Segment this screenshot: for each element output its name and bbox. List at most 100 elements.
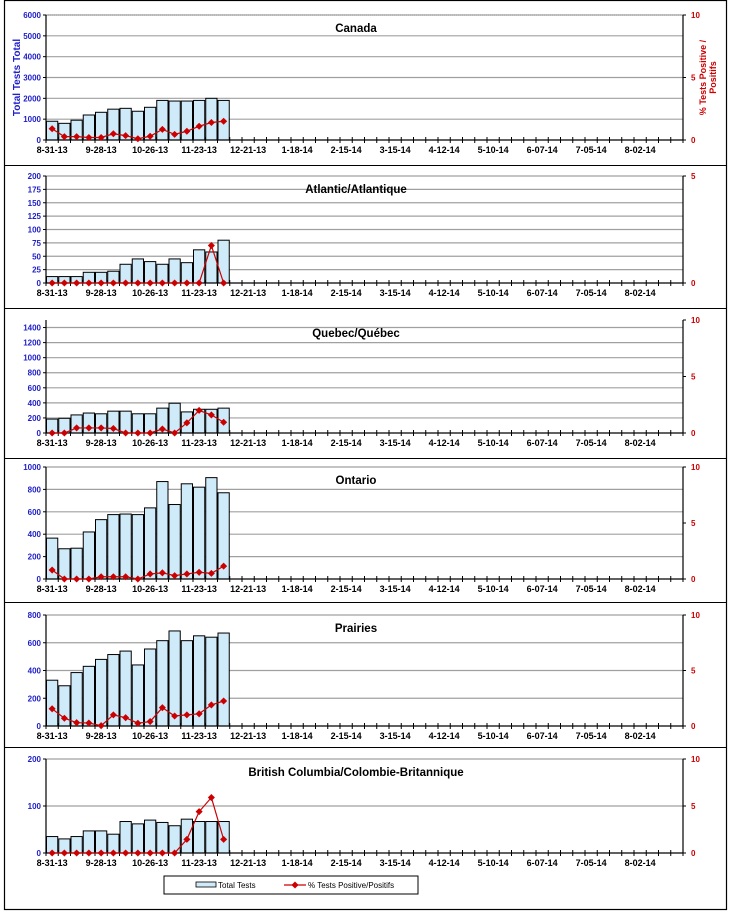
x-tick-label: 5-10-14 [478, 731, 509, 741]
point-pct-positive [48, 705, 56, 713]
bar-total-tests [46, 679, 59, 727]
bar-total-tests [217, 239, 230, 284]
x-tick-label: 9-28-13 [86, 858, 117, 868]
outer-frame [3, 0, 728, 911]
bar-total-tests [95, 519, 108, 580]
point-pct-positive [85, 575, 93, 583]
bar-total-tests [58, 548, 71, 580]
y-tick-label: 125 [28, 212, 42, 221]
x-tick-label: 10-26-13 [132, 858, 168, 868]
y-tick-label: 100 [28, 226, 42, 235]
x-tick-label: 2-15-14 [331, 438, 362, 448]
point-pct-positive [85, 133, 93, 142]
x-tick-label: 11-23-13 [181, 858, 217, 868]
point-pct-positive [60, 133, 68, 141]
point-pct-positive [207, 794, 215, 802]
y2-tick-label: 10 [691, 11, 700, 20]
y2-tick-label: 0 [691, 849, 696, 858]
y2-tick-label: 5 [691, 172, 696, 181]
x-tick-label: 8-31-13 [37, 288, 68, 298]
point-pct-positive [207, 242, 215, 250]
point-pct-positive [158, 704, 166, 712]
x-tick-label: 8-02-14 [625, 584, 656, 594]
x-tick-label: 11-23-13 [181, 438, 217, 448]
point-pct-positive [60, 429, 68, 437]
x-tick-label: 10-26-13 [132, 288, 168, 298]
x-tick-label: 4-12-14 [429, 288, 460, 298]
y-tick-label: 200 [28, 755, 42, 764]
x-tick-label: 7-05-14 [576, 145, 607, 155]
x-tick-label: 6-07-14 [527, 288, 558, 298]
point-pct-positive [109, 573, 117, 581]
point-pct-positive [207, 118, 215, 127]
panel-title: Ontario [336, 475, 377, 487]
x-tick-label: 2-15-14 [331, 288, 362, 298]
point-pct-positive [195, 406, 203, 414]
y2-tick-label: 10 [691, 463, 700, 472]
x-tick-label: 3-15-14 [380, 858, 411, 868]
bar-total-tests [70, 672, 83, 727]
x-tick-label: 1-18-14 [282, 288, 313, 298]
x-tick-label: 8-02-14 [625, 438, 656, 448]
x-tick-label: 11-23-13 [181, 288, 217, 298]
bar-total-tests [168, 402, 181, 434]
point-pct-positive [146, 718, 154, 726]
point-pct-positive [207, 701, 215, 709]
point-pct-positive [85, 849, 93, 857]
panel-title: British Columbia/Colombie-Britannique [248, 767, 463, 779]
point-pct-positive [97, 573, 105, 581]
y-tick-label: 400 [28, 667, 42, 676]
panel-title: Canada [335, 23, 377, 35]
y-tick-label: 175 [28, 185, 42, 194]
point-pct-positive [158, 425, 166, 433]
x-tick-label: 9-28-13 [86, 288, 117, 298]
point-pct-positive [171, 572, 179, 580]
point-pct-positive [134, 429, 142, 437]
bar-total-tests [193, 486, 206, 580]
bar-total-tests [193, 821, 206, 854]
y-tick-label: 1200 [23, 339, 41, 348]
legend-bar-label: Total Tests [218, 881, 256, 890]
y-tick-label: 2000 [23, 94, 41, 103]
legend: Total Tests % Tests Positive/Positifs [163, 875, 419, 895]
bar-total-tests [131, 823, 144, 854]
point-pct-positive [97, 424, 105, 432]
bar-total-tests [193, 249, 206, 284]
point-pct-positive [60, 714, 68, 722]
point-pct-positive [97, 849, 105, 857]
y2-tick-label: 0 [691, 279, 696, 288]
x-tick-label: 3-15-14 [380, 145, 411, 155]
y2-axis-title: Positifs [708, 61, 718, 94]
point-pct-positive [60, 849, 68, 857]
point-pct-positive [97, 722, 105, 730]
bar-total-tests [156, 821, 169, 854]
point-pct-positive [158, 569, 166, 577]
y2-axis-title: % Tests Positive / [698, 39, 708, 115]
point-pct-positive [73, 849, 81, 857]
point-pct-positive [60, 279, 68, 287]
x-tick-label: 11-23-13 [181, 145, 217, 155]
x-tick-label: 8-31-13 [37, 145, 68, 155]
point-pct-positive [171, 130, 179, 138]
x-tick-label: 9-28-13 [86, 145, 117, 155]
bar-total-tests [180, 483, 193, 580]
point-pct-positive [207, 411, 215, 419]
y-tick-label: 0 [37, 575, 42, 584]
point-pct-positive [183, 419, 191, 427]
x-tick-label: 5-10-14 [478, 438, 509, 448]
point-pct-positive [195, 710, 203, 718]
x-tick-label: 10-26-13 [132, 145, 168, 155]
legend-bar-swatch [195, 881, 217, 888]
y-tick-label: 75 [32, 239, 41, 248]
point-pct-positive [122, 573, 130, 581]
point-pct-positive [220, 117, 228, 125]
bar-total-tests [217, 632, 230, 727]
bar-total-tests [156, 481, 169, 580]
y2-tick-label: 0 [691, 575, 696, 584]
x-tick-label: 5-10-14 [478, 584, 509, 594]
bar-total-tests [70, 547, 83, 580]
y-tick-label: 0 [37, 722, 42, 731]
y-tick-label: 0 [37, 279, 42, 288]
x-tick-label: 8-02-14 [625, 731, 656, 741]
x-tick-label: 6-07-14 [527, 584, 558, 594]
